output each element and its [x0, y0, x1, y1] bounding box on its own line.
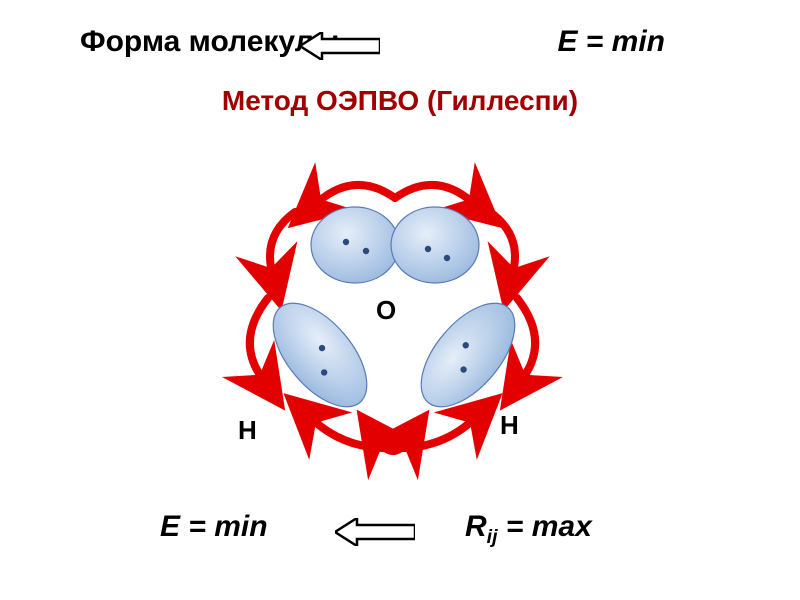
atom-label-h-left: H: [238, 415, 257, 446]
rij-sub: ij: [487, 526, 498, 548]
method-name: Метод ОЭПВО (Гиллеспи): [222, 85, 578, 117]
energy-min-bottom: E = min: [160, 510, 268, 544]
rij-rest: = max: [498, 510, 592, 543]
atom-label-h-right: H: [500, 410, 519, 441]
atom-label-o: O: [376, 295, 396, 326]
implies-arrow-bottom: [335, 518, 415, 546]
rij-var: R: [465, 510, 487, 543]
energy-min-top: E = min: [557, 25, 665, 59]
rij-max: Rij = max: [465, 510, 592, 549]
implies-arrow-top: [300, 32, 380, 60]
